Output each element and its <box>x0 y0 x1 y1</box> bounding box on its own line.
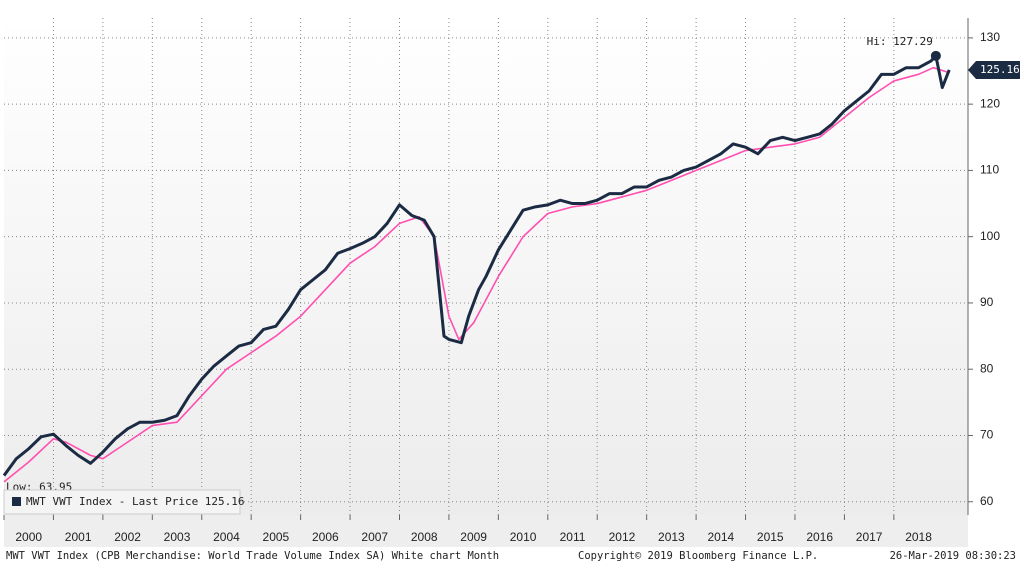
y-tick-label: 80 <box>980 361 994 375</box>
high-label: Hi: 127.29 <box>867 35 933 48</box>
x-tick-label: 2006 <box>312 530 339 544</box>
last-price-label: 125.16 <box>980 63 1020 76</box>
y-tick-label: 60 <box>980 494 994 508</box>
x-tick-label: 2018 <box>905 530 932 544</box>
x-tick-label: 2000 <box>15 530 42 544</box>
legend-label: MWT VWT Index - Last Price 125.16 <box>26 495 245 508</box>
line <box>3 66 949 483</box>
x-tick-label: 2014 <box>707 530 734 544</box>
x-tick-label: 2005 <box>263 530 290 544</box>
timestamp: 26-Mar-2019 08:30:23 <box>890 550 1016 562</box>
copyright: Copyright© 2019 Bloomberg Finance L.P. <box>578 550 818 562</box>
x-tick-label: 2012 <box>609 530 636 544</box>
x-tick-label: 2001 <box>65 530 92 544</box>
y-tick-label: 90 <box>980 295 994 309</box>
x-axis-band <box>4 515 968 547</box>
footer: MWT VWT Index (CPB Merchandise: World Tr… <box>6 550 499 562</box>
x-tick-label: 2011 <box>560 530 586 544</box>
high-marker <box>930 50 941 61</box>
x-tick-label: 2004 <box>213 530 240 544</box>
x-tick-label: 2015 <box>757 530 784 544</box>
y-tick-label: 130 <box>980 30 1000 44</box>
y-tick-label: 110 <box>980 163 999 177</box>
x-tick-label: 2008 <box>411 530 438 544</box>
y-tick-label: 120 <box>980 96 1000 110</box>
legend-box <box>3 489 241 515</box>
x-tick-label: 2003 <box>164 530 191 544</box>
line <box>2 54 951 477</box>
x-tick-label: 2007 <box>361 530 388 544</box>
y-tick-label: 70 <box>980 428 994 442</box>
y-tick-label: 100 <box>980 229 1000 243</box>
x-tick-label: 2002 <box>114 530 141 544</box>
legend-swatch <box>12 497 21 506</box>
x-tick-label: 2009 <box>460 530 487 544</box>
x-tick-label: 2010 <box>510 530 537 544</box>
plot-area <box>4 18 968 515</box>
x-tick-label: 2013 <box>658 530 685 544</box>
last-price-tag <box>968 60 1020 79</box>
x-tick-label: 2017 <box>856 530 883 544</box>
x-tick-label: 2016 <box>806 530 833 544</box>
